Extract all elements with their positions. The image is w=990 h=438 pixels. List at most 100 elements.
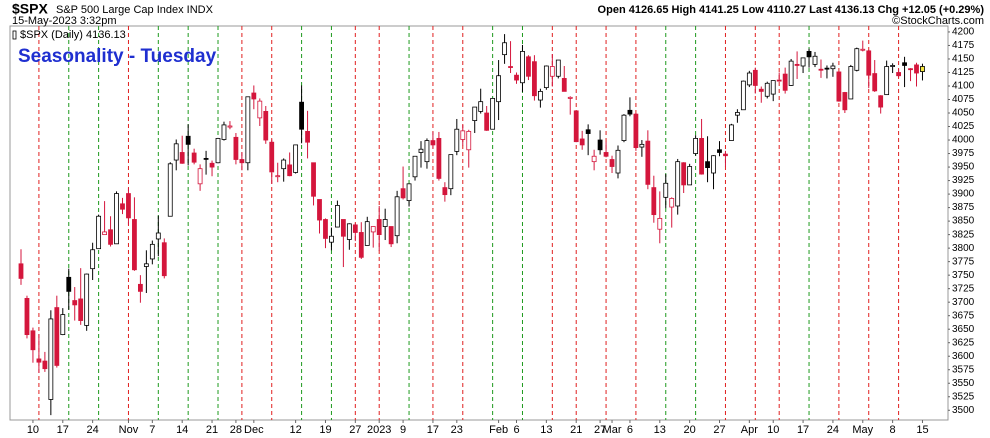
candle-body <box>335 205 340 228</box>
y-tick-label: 4075 <box>952 94 975 105</box>
candle-body <box>812 55 818 65</box>
candle-body <box>436 138 442 179</box>
candle-body <box>18 263 24 279</box>
y-tick-label: 4125 <box>952 67 975 78</box>
y-tick-label: 3700 <box>952 297 975 308</box>
candle-body <box>609 159 615 167</box>
legend-icon <box>12 30 17 40</box>
candle-body <box>484 112 490 131</box>
candle-body <box>627 109 633 115</box>
candle-body <box>329 235 334 243</box>
plot-area <box>9 25 949 421</box>
candle-body <box>305 130 310 143</box>
candle-body <box>406 183 412 201</box>
candle-body <box>149 243 155 260</box>
candle-body <box>323 219 328 239</box>
y-tick-label: 3975 <box>952 148 975 159</box>
candle-body <box>878 95 884 108</box>
candle-body <box>866 50 872 76</box>
x-tick-label: 20 <box>684 424 696 436</box>
candle-body <box>424 140 430 163</box>
candle-body <box>120 203 125 210</box>
y-tick-label: 3575 <box>952 364 975 375</box>
candle-body <box>717 149 722 153</box>
candle-body <box>108 229 113 245</box>
x-tick-label: 28 <box>230 424 242 436</box>
candle-body <box>884 66 890 96</box>
candle-body <box>430 140 436 146</box>
candle-body <box>520 51 525 84</box>
candle-body <box>836 71 842 102</box>
candle-body <box>376 219 382 236</box>
y-tick-label: 4000 <box>952 135 975 146</box>
x-tick-label: 14 <box>176 424 188 436</box>
x-tick-label: May <box>852 424 873 436</box>
x-tick-label: 8 <box>890 424 896 436</box>
candle-body <box>591 155 597 163</box>
legend-label: $SPX (Daily) 4136.13 <box>20 29 126 41</box>
candle-body <box>800 57 806 67</box>
candle-body <box>358 232 364 258</box>
candle-body <box>902 62 907 66</box>
candle-body <box>179 152 185 164</box>
candle-body <box>537 90 543 101</box>
y-tick-label: 3775 <box>952 256 975 267</box>
security-name: S&P 500 Large Cap Index INDX <box>56 4 214 16</box>
y-tick-label: 3500 <box>952 405 975 416</box>
candle-body <box>394 196 400 237</box>
candle-body <box>364 221 370 246</box>
candle-body <box>508 66 513 68</box>
y-tick-label: 3625 <box>952 337 975 348</box>
candle-body <box>532 61 537 97</box>
candle-body <box>573 110 579 143</box>
x-tick-label: 12 <box>289 424 301 436</box>
candle-body <box>42 360 48 370</box>
candle-body <box>705 161 710 169</box>
symbol: $SPX <box>12 1 48 17</box>
candle-body <box>794 63 800 66</box>
y-tick-label: 4200 <box>952 27 975 38</box>
candle-body <box>221 124 227 140</box>
candle-body <box>788 60 794 86</box>
y-tick-label: 3650 <box>952 324 975 335</box>
candle-body <box>72 300 78 306</box>
y-tick-label: 3600 <box>952 351 975 362</box>
candle-body <box>161 242 167 277</box>
candle-body <box>269 141 275 173</box>
x-tick-label: 21 <box>206 424 218 436</box>
candle-body <box>197 168 203 185</box>
x-tick-label: 23 <box>451 424 463 436</box>
x-tick-label: Mar <box>603 424 622 436</box>
candle-body <box>143 263 149 267</box>
candle-body <box>782 73 788 91</box>
candle-body <box>890 65 896 67</box>
candle-body <box>657 218 663 230</box>
candle-body <box>442 187 448 196</box>
candle-body <box>621 114 627 141</box>
y-tick-label: 3950 <box>952 162 975 173</box>
candle-body <box>681 162 687 186</box>
candle-body <box>651 187 657 216</box>
candle-body <box>418 148 424 153</box>
candle-body <box>352 224 358 233</box>
candle-body <box>555 59 561 77</box>
candle-body <box>340 219 346 237</box>
candle-body <box>78 298 84 321</box>
candle-body <box>155 232 161 240</box>
candle-body <box>597 139 603 151</box>
x-tick-label: 10 <box>27 424 39 436</box>
candle-body <box>412 155 418 178</box>
y-tick-label: 4025 <box>952 121 975 132</box>
candle-body <box>639 143 645 148</box>
candle-body <box>675 161 681 207</box>
candle-body <box>245 96 251 164</box>
candle-body <box>490 98 496 130</box>
candle-body <box>764 82 770 97</box>
y-tick-label: 3925 <box>952 175 975 186</box>
candle-body <box>824 67 830 70</box>
candle-body <box>287 164 293 177</box>
candle-body <box>126 193 131 219</box>
candle-body <box>908 68 913 71</box>
candle-body <box>299 101 304 130</box>
candle-body <box>758 88 764 92</box>
